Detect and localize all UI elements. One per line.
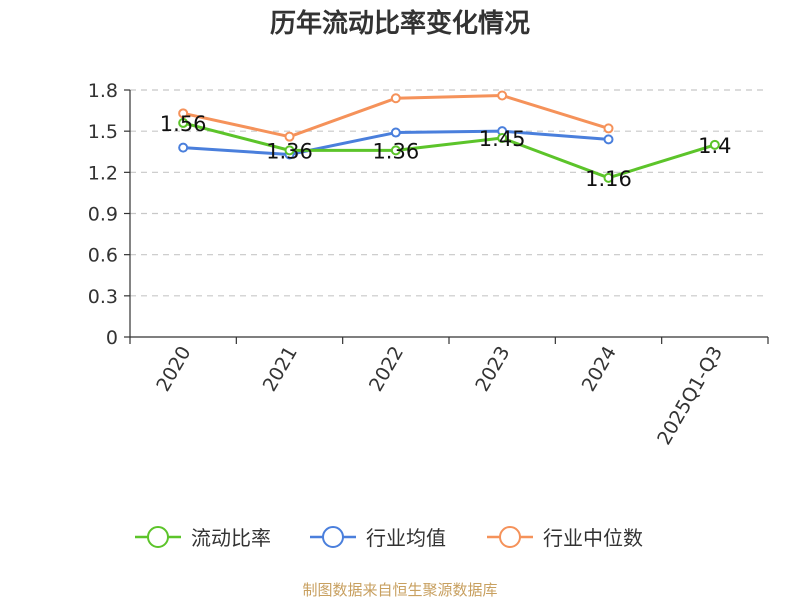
data-point bbox=[603, 123, 614, 134]
x-tick-label: 2024 bbox=[578, 343, 621, 396]
data-point bbox=[284, 145, 295, 156]
legend-swatch-marker bbox=[499, 526, 521, 548]
y-tick-label: 1.8 bbox=[88, 80, 118, 102]
legend-swatch-marker bbox=[147, 526, 169, 548]
y-tick-label: 1.5 bbox=[88, 121, 118, 143]
data-point bbox=[709, 139, 720, 150]
y-tick-label: 1.2 bbox=[88, 162, 118, 184]
data-point bbox=[178, 142, 189, 153]
series-line bbox=[182, 121, 716, 180]
legend: 流动比率 行业均值 行业中位数 bbox=[135, 526, 643, 550]
data-label: 1.36 bbox=[372, 139, 419, 163]
data-point bbox=[603, 172, 614, 183]
legend-swatch-marker bbox=[322, 526, 344, 548]
y-tick-label: 0.9 bbox=[88, 204, 118, 226]
data-point bbox=[178, 117, 189, 128]
data-label: 1.56 bbox=[160, 112, 207, 136]
x-tick-label: 2025Q1-Q3 bbox=[653, 343, 727, 449]
legend-label: 行业均值 bbox=[366, 526, 446, 550]
data-label: 1.4 bbox=[698, 134, 731, 158]
legend-label: 流动比率 bbox=[191, 526, 271, 550]
grid-layer bbox=[130, 89, 768, 297]
data-label: 1.16 bbox=[585, 167, 632, 191]
legend-label: 行业中位数 bbox=[543, 526, 643, 550]
data-point bbox=[603, 134, 614, 145]
y-tick-label: 0 bbox=[106, 327, 118, 349]
series-layer bbox=[178, 90, 720, 183]
y-tick-label: 0.6 bbox=[88, 245, 118, 267]
source-note: 制图数据来自恒生聚源数据库 bbox=[302, 581, 497, 599]
data-point bbox=[390, 93, 401, 104]
data-point bbox=[390, 145, 401, 156]
x-tick-label: 2021 bbox=[259, 343, 302, 396]
x-tick-label: 2020 bbox=[152, 343, 195, 396]
x-tick-label: 2022 bbox=[365, 343, 408, 396]
data-label: 1.45 bbox=[479, 127, 526, 151]
data-point bbox=[497, 90, 508, 101]
y-tick-label: 0.3 bbox=[88, 286, 118, 308]
x-tick-label: 2023 bbox=[471, 342, 514, 395]
data-point bbox=[497, 133, 508, 144]
data-label-layer: 1.56 1.36 1.36 1.45 1.16 1.4 bbox=[160, 112, 732, 191]
data-point bbox=[178, 108, 189, 119]
data-label: 1.36 bbox=[266, 139, 313, 163]
data-point bbox=[390, 127, 401, 138]
chart-title: 历年流动比率变化情况 bbox=[270, 8, 530, 39]
data-point bbox=[284, 131, 295, 142]
